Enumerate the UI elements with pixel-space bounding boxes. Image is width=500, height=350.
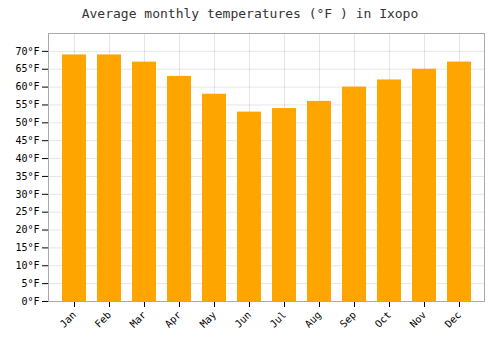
- svg-text:55°F: 55°F: [15, 99, 39, 110]
- svg-text:10°F: 10°F: [15, 260, 39, 271]
- svg-text:Jan: Jan: [58, 309, 79, 330]
- svg-text:45°F: 45°F: [15, 135, 39, 146]
- svg-text:25°F: 25°F: [15, 206, 39, 217]
- svg-text:15°F: 15°F: [15, 242, 39, 253]
- svg-text:0°F: 0°F: [21, 296, 39, 307]
- svg-text:50°F: 50°F: [15, 117, 39, 128]
- svg-text:Sep: Sep: [338, 309, 359, 330]
- svg-text:35°F: 35°F: [15, 171, 39, 182]
- svg-text:70°F: 70°F: [15, 46, 39, 57]
- svg-text:Jul: Jul: [268, 309, 289, 330]
- svg-text:Aug: Aug: [303, 309, 324, 330]
- svg-text:Mar: Mar: [128, 309, 149, 330]
- svg-text:5°F: 5°F: [21, 278, 39, 289]
- svg-text:Feb: Feb: [93, 309, 114, 330]
- html-text:Average monthly temperatures (: Average monthly temperatures (°F ) in Ix…: [81, 6, 419, 21]
- svg-text:Dec: Dec: [443, 309, 464, 330]
- svg-text:30°F: 30°F: [15, 189, 39, 200]
- svg-text:May: May: [198, 309, 219, 330]
- svg-text:20°F: 20°F: [15, 224, 39, 235]
- svg-text:40°F: 40°F: [15, 153, 39, 164]
- svg-text:Nov: Nov: [408, 309, 429, 330]
- svg-text:Apr: Apr: [163, 309, 184, 330]
- svg-text:Jun: Jun: [233, 309, 254, 330]
- svg-text:65°F: 65°F: [15, 63, 39, 74]
- svg-text:60°F: 60°F: [15, 81, 39, 92]
- svg-text:Oct: Oct: [373, 309, 394, 330]
